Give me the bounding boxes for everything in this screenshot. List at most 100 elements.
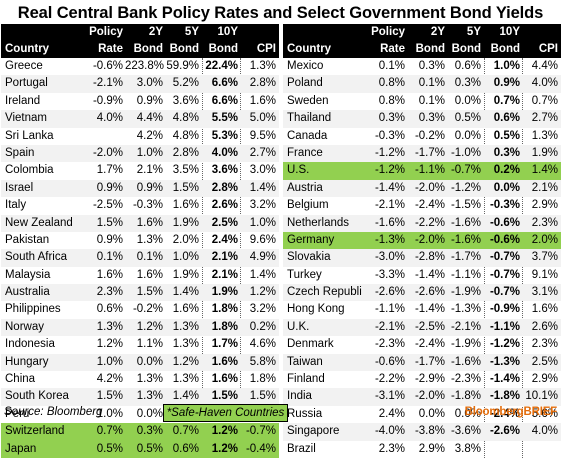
bond-2y-cell: 4.4% [136, 112, 163, 125]
country-cell: Finland [287, 373, 325, 386]
cpi-cell: 1.8% [249, 373, 276, 386]
header-2y: 2Y [148, 26, 163, 38]
cpi-cell: 2.7% [249, 146, 276, 159]
table-row: Sweden 0.8% 0.1% 0.0% 0.7% 0.7% [283, 93, 561, 110]
bond-10y-cell: 1.0% [493, 60, 520, 72]
cpi-cell: 2.9% [531, 199, 558, 212]
bond-10y-cell: -0.7% [489, 268, 520, 281]
cpi-cell: 5.0% [249, 112, 276, 125]
cpi-cell: 1.4% [531, 164, 558, 177]
country-cell: Ireland [5, 94, 41, 107]
header-10y: 10Y [499, 26, 520, 38]
bond-2y-cell: -2.4% [414, 338, 445, 351]
header-rate: Rate [98, 43, 123, 55]
cpi-cell: 1.0% [249, 216, 276, 229]
country-cell: Pakistan [5, 233, 50, 246]
country-cell: Mexico [287, 60, 324, 72]
bond-5y-cell: 0.7% [172, 425, 199, 438]
table-row: Austria -1.4% -2.0% -1.2% 0.0% 2.1% [283, 179, 561, 198]
header-10y: 10Y [217, 26, 238, 38]
bond-5y-cell: -2.1% [450, 320, 481, 333]
cpi-cell: 1.5% [249, 390, 276, 403]
cpi-cell: 2.8% [249, 77, 276, 90]
bond-2y-cell: -1.7% [414, 146, 445, 159]
policy-rate-cell: -4.0% [374, 425, 405, 438]
policy-rate-cell: -3.1% [374, 390, 405, 403]
header-cpi: CPI [538, 43, 558, 55]
table-row: Finland -2.2% -2.9% -2.3% -1.4% 2.9% [283, 371, 561, 388]
table-row: Canada -0.3% -0.2% 0.0% 0.5% 1.3% [283, 128, 561, 145]
left-table: Policy 2Y 5Y 10Y Country Rate Bond Bond … [1, 24, 279, 458]
bond-2y-cell: -0.2% [132, 303, 163, 316]
bond-10y-cell: 6.6% [211, 77, 238, 90]
bond-10y-cell: 0.7% [493, 94, 520, 107]
country-cell: Peru [5, 407, 30, 420]
bond-2y-cell: -2.0% [414, 233, 445, 246]
bond-10y-cell: 0.3% [493, 146, 520, 159]
country-cell: South Korea [5, 390, 69, 403]
source-note: Source: Bloomberg [4, 406, 103, 418]
table-row: Mexico 0.1% 0.3% 0.6% 1.0% 4.4% [283, 58, 561, 75]
brand-logo: BloombergBRIEF [464, 406, 558, 418]
bond-10y-cell: -1.8% [489, 390, 520, 403]
policy-rate-cell: 1.5% [96, 216, 123, 229]
bond-5y-cell: -0.7% [450, 164, 481, 177]
policy-rate-cell: 4.2% [96, 373, 123, 386]
policy-rate-cell: 1.0% [96, 407, 123, 420]
bond-5y-cell: 0.3% [454, 77, 481, 90]
cpi-cell: 4.4% [531, 60, 558, 72]
bond-2y-cell: -2.2% [414, 216, 445, 229]
bond-2y-cell: 0.5% [136, 442, 163, 455]
table-row: Indonesia 1.2% 1.1% 1.3% 1.7% 4.6% [1, 336, 279, 353]
bond-5y-cell: 1.6% [172, 303, 199, 316]
header-rate: Rate [380, 43, 405, 55]
cpi-cell: 1.4% [249, 268, 276, 281]
policy-rate-cell: 1.6% [96, 268, 123, 281]
policy-rate-cell: 0.8% [378, 94, 405, 107]
country-cell: Switzerland [5, 425, 65, 438]
bond-5y-cell: -1.3% [450, 303, 481, 316]
table-row: Japan 0.5% 0.5% 0.6% 1.2% -0.4% [1, 440, 279, 458]
country-cell: Germany [287, 233, 335, 246]
bond-2y-cell: -1.4% [414, 303, 445, 316]
policy-rate-cell: -1.6% [374, 216, 405, 229]
policy-rate-cell: -1.4% [374, 181, 405, 194]
bond-10y-cell: -0.7% [489, 286, 520, 299]
header-policy: Policy [89, 26, 123, 38]
bond-2y-cell: 1.2% [136, 320, 163, 333]
country-cell: Malaysia [5, 268, 51, 281]
country-cell: Sweden [287, 94, 329, 107]
bond-10y-cell: 1.9% [211, 286, 238, 299]
header-2y-bond: Bond [133, 43, 163, 55]
bond-5y-cell: -1.1% [450, 268, 481, 281]
cpi-cell [522, 441, 558, 458]
cpi-cell: 1.6% [531, 303, 558, 316]
bond-5y-cell: 1.4% [172, 286, 199, 299]
cpi-cell: 2.9% [531, 373, 558, 386]
right-table-body: Mexico 0.1% 0.3% 0.6% 1.0% 4.4% Poland 0.8% 0.1%… [283, 58, 561, 458]
footer: Source: Bloomberg *Safe-Haven Countries … [0, 404, 561, 422]
bond-5y-cell: 1.9% [172, 216, 199, 229]
header-5y-bond: Bond [169, 43, 199, 55]
table-row: Greece -0.6% 223.8% 59.9% 22.4% 1.3% [1, 58, 279, 75]
bond-10y-cell: 2.5% [211, 216, 238, 229]
table-row: Brazil 2.3% 2.9% 3.8% [283, 441, 561, 458]
table-row: Singapore -4.0% -3.8% -3.6% -2.6% 4.0% [283, 423, 561, 441]
bond-10y-cell: 2.1% [211, 251, 238, 264]
bond-10y-cell: 4.0% [211, 146, 238, 159]
bond-2y-cell: 3.0% [136, 77, 163, 90]
bond-2y-cell: 1.5% [136, 286, 163, 299]
bond-10y-cell: 1.2% [211, 442, 238, 455]
policy-rate-cell: -1.1% [374, 303, 405, 316]
policy-rate-cell: -1.2% [374, 164, 405, 177]
table-row: U.S. -1.2% -1.1% -0.7% 0.2% 1.4% [283, 162, 561, 180]
bond-10y-cell: 1.2% [211, 425, 238, 438]
country-cell: Colombia [5, 164, 54, 177]
bond-10y-cell: 0.0% [493, 181, 520, 194]
left-table-header: Policy 2Y 5Y 10Y Country Rate Bond Bond … [1, 24, 279, 58]
country-cell: U.S. [287, 164, 310, 177]
bond-5y-cell: 4.8% [172, 112, 199, 125]
bond-10y-cell: -0.6% [489, 216, 520, 229]
bond-2y-cell: 1.0% [136, 146, 163, 159]
bond-10y-cell: -2.4% [489, 407, 520, 420]
